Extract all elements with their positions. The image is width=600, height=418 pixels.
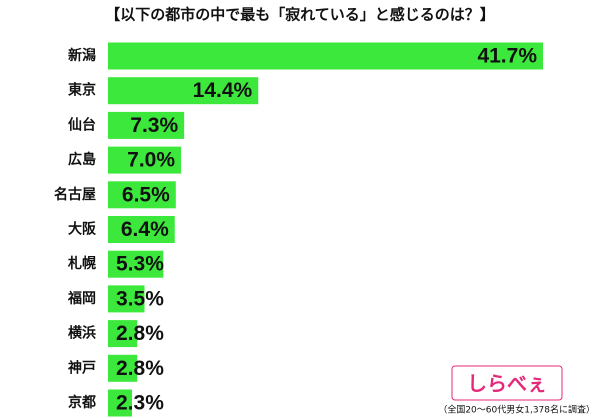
chart-title: 【以下の都市の中で最も「寂れている」と感じるのは？】 xyxy=(105,6,495,24)
bar xyxy=(108,216,175,243)
bar xyxy=(108,250,164,278)
category-label: 新潟 xyxy=(68,47,96,64)
logo-frame xyxy=(451,365,563,401)
bar xyxy=(108,285,145,313)
category-label: 京都 xyxy=(68,394,96,411)
bar xyxy=(108,77,259,105)
category-label: 仙台 xyxy=(68,116,96,133)
bar xyxy=(108,354,138,382)
bar xyxy=(108,181,176,209)
value-label: 7.0% xyxy=(127,149,175,172)
bar xyxy=(108,42,543,70)
value-label: 3.5% xyxy=(116,287,164,310)
footnote: （全国20～60代男女1,378名に調査） xyxy=(438,404,595,416)
logo-text: しらべぇ xyxy=(467,372,547,396)
category-label: 広島 xyxy=(68,151,96,168)
bar xyxy=(108,320,138,348)
value-label: 2.3% xyxy=(116,392,164,415)
value-label: 14.4% xyxy=(193,79,253,102)
value-label: 7.3% xyxy=(130,114,178,137)
category-label: 札幌 xyxy=(67,255,96,272)
value-label: 41.7% xyxy=(477,45,537,68)
category-label: 横浜 xyxy=(68,325,96,342)
value-label: 6.5% xyxy=(122,183,170,206)
bar xyxy=(108,111,185,139)
bar xyxy=(108,146,182,174)
bar xyxy=(108,389,132,417)
value-label: 5.3% xyxy=(116,253,164,276)
category-label: 大阪 xyxy=(68,221,97,238)
category-label: 東京 xyxy=(68,82,96,99)
value-label: 2.8% xyxy=(116,357,164,380)
logo: しらべぇ xyxy=(451,365,563,401)
category-label: 神戸 xyxy=(68,359,96,376)
value-label: 6.4% xyxy=(121,218,169,241)
value-label: 2.8% xyxy=(116,322,164,345)
category-label: 名古屋 xyxy=(54,186,96,203)
category-label: 福岡 xyxy=(67,290,96,307)
